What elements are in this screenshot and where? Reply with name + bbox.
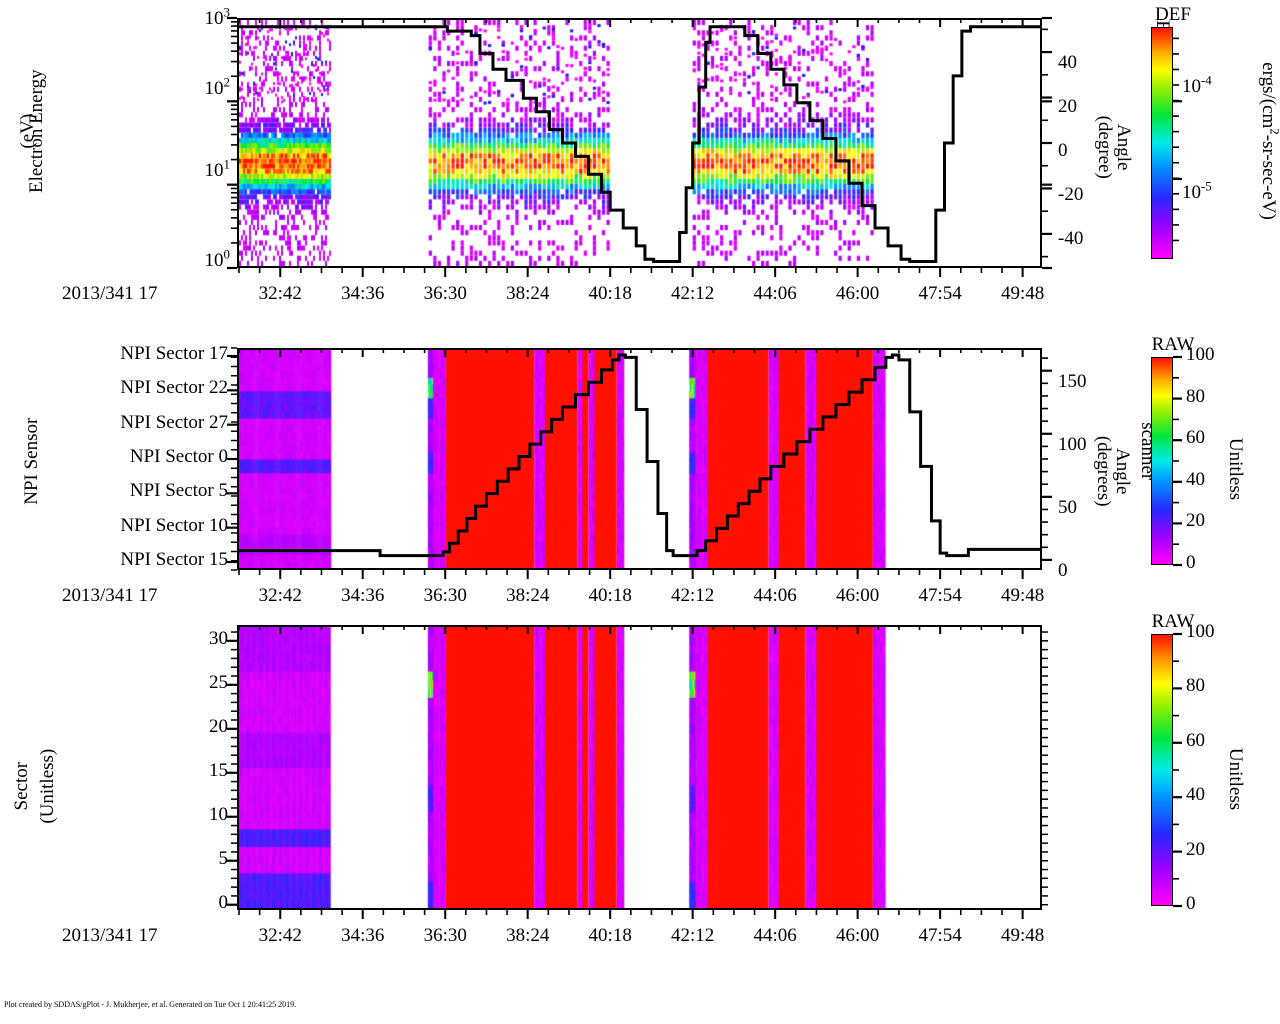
xtick-label: 32:42 [258, 585, 302, 606]
panel2-right-axis-label-line2: (degrees) [1093, 435, 1115, 507]
panel1-colorbar-tick-1e-5: 10-5 [1182, 178, 1212, 203]
xtick-label: 34:36 [341, 283, 385, 304]
panel2-ytick-label: NPI Sector 15 [120, 549, 228, 570]
footer-credit: Plot created by SDDAS/gPlot - J. Mukherj… [4, 1000, 297, 1009]
panel2-colorbar-title: RAW [1151, 334, 1195, 355]
panel2-ytick-label: NPI Sector 10 [120, 514, 228, 536]
panel3-xaxis-start-label: 2013/341 17 [62, 925, 158, 946]
colorbar-tick-label: 60 [1186, 427, 1205, 449]
panel2-right-tick-0: 0 [1058, 560, 1068, 581]
panel1-colorbar-unit: ergs/(cm2-sr-sec-eV) [1258, 62, 1280, 220]
xtick-label: 46:00 [836, 585, 880, 606]
panel2-ytick-label: NPI Sector 27 [120, 411, 228, 433]
xtick-label: 47:54 [918, 925, 962, 946]
xtick-label: 44:06 [753, 283, 797, 304]
xtick-label: 46:00 [836, 925, 880, 946]
xtick-label: 34:36 [341, 925, 385, 946]
xtick-label: 34:36 [341, 585, 385, 606]
panel1-right-tick-m20: -20 [1058, 184, 1084, 205]
panel1-xaxis-start-label: 2013/341 17 [62, 283, 158, 304]
panel1-right-tick-40: 40 [1058, 52, 1077, 73]
panel2-ytick-label: NPI Sector 0 [129, 446, 228, 467]
panel1-colorbar-tick-1e-4: 10-4 [1182, 72, 1212, 97]
panel2-right-tick-50: 50 [1058, 497, 1077, 518]
xtick-label: 49:48 [1000, 925, 1045, 946]
panel1-ylabel-line2: (eV) [16, 113, 38, 149]
panel1-ytick-1000: 103 [204, 4, 230, 29]
panel3-ytick-label: 5 [218, 847, 229, 869]
panel3-colorbar-title: RAW [1151, 611, 1195, 632]
xtick-label: 36:30 [423, 283, 467, 304]
panel2-scanner-angle-trace [239, 353, 1040, 558]
panel3-ytick-label: 0 [218, 891, 229, 913]
panel2-ylabel: NPI Sensor [20, 417, 42, 505]
panel2-colorbar [1151, 357, 1173, 565]
panel3-ytick-label: 15 [209, 759, 228, 781]
xtick-label: 42:12 [671, 283, 715, 304]
colorbar-tick-label: 40 [1186, 784, 1205, 806]
colorbar-tick-label: 0 [1186, 552, 1196, 573]
panel1-ytick-10: 101 [204, 156, 230, 181]
panel2-ytick-label: NPI Sector 22 [120, 377, 228, 399]
xtick-label: 40:18 [588, 283, 632, 304]
xtick-label: 36:30 [423, 925, 467, 946]
xtick-label: 42:12 [671, 585, 715, 606]
xtick-label: 42:12 [671, 925, 715, 946]
panel1-colorbar-title: DEF [1155, 4, 1191, 25]
panel3-ylabel-line1: Sector [10, 761, 32, 811]
colorbar-tick-label: 80 [1186, 675, 1205, 697]
panel1-ytick-100: 102 [204, 74, 230, 99]
panel3-plot-frame[interactable] [237, 625, 1042, 910]
panel3-ytick-label: 10 [209, 803, 228, 825]
panel2-xaxis-start-label: 2013/341 17 [62, 585, 158, 606]
xtick-label: 47:54 [918, 585, 962, 606]
panel1-plot-frame[interactable] [237, 18, 1042, 268]
panel1-angle-trace [239, 25, 1040, 264]
panel2-ytick-label: NPI Sector 17 [120, 343, 228, 364]
panel2-spectrogram [239, 350, 1040, 568]
panel2-colorbar-unit: Unitless [1225, 437, 1246, 501]
panel1-right-tick-0: 0 [1058, 140, 1068, 161]
panel3-ylabel-line2: (Unitless) [36, 748, 58, 824]
xtick-label: 46:00 [836, 283, 880, 304]
xtick-label: 32:42 [258, 283, 302, 304]
colorbar-tick-label: 20 [1186, 510, 1205, 532]
panel2-right-tick-100: 100 [1058, 434, 1087, 455]
xtick-label: 36:30 [423, 585, 467, 606]
xtick-label: 44:06 [753, 585, 797, 606]
panel1-right-axis-label-line2: (degree) [1094, 115, 1116, 179]
xtick-label: 49:48 [1000, 283, 1045, 304]
xtick-label: 47:54 [918, 283, 962, 304]
xtick-label: 32:42 [258, 925, 302, 946]
colorbar-tick-label: 20 [1186, 838, 1205, 860]
xtick-label: 38:24 [506, 283, 550, 304]
panel1-right-tick-20: 20 [1058, 96, 1077, 117]
xtick-label: 44:06 [753, 925, 797, 946]
xtick-label: 38:24 [506, 925, 550, 946]
panel1-ytick-1: 100 [204, 246, 230, 271]
panel1-spectrogram [239, 20, 1040, 266]
panel3-colorbar [1151, 634, 1173, 906]
panel2-plot-frame[interactable] [237, 348, 1042, 570]
panel3-ytick-label: 30 [209, 627, 228, 649]
panel2-right-tick-150: 150 [1058, 371, 1087, 392]
colorbar-tick-label: 100 [1186, 621, 1215, 642]
panel3-colorbar-unit: Unitless [1225, 747, 1246, 811]
panel3-ytick-label: 25 [209, 671, 228, 693]
panel3-spectrogram [239, 627, 1040, 908]
xtick-label: 38:24 [506, 585, 550, 606]
colorbar-tick-label: 0 [1186, 893, 1196, 914]
panel1-colorbar [1151, 27, 1173, 259]
xtick-label: 40:18 [588, 925, 632, 946]
colorbar-tick-label: 40 [1186, 468, 1205, 490]
panel2-ytick-label: NPI Sector 5 [129, 480, 228, 502]
colorbar-tick-label: 80 [1186, 385, 1205, 407]
colorbar-tick-label: 60 [1186, 729, 1205, 751]
panel1-right-tick-m40: -40 [1058, 228, 1084, 249]
panel3-ytick-label: 20 [209, 715, 228, 737]
colorbar-tick-label: 100 [1186, 344, 1215, 365]
xtick-label: 40:18 [588, 585, 632, 606]
xtick-label: 49:48 [1000, 585, 1045, 606]
